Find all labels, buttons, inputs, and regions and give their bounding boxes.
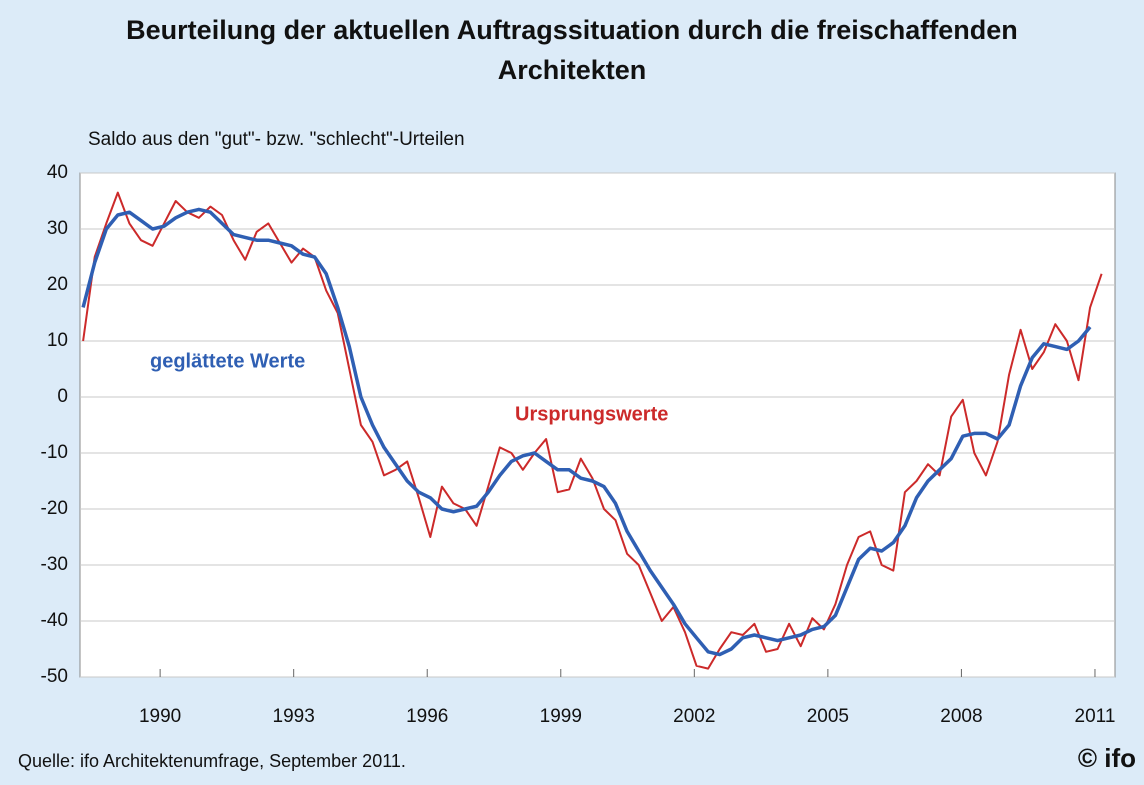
logo: © ifo (1078, 743, 1136, 773)
y-tick-label: 20 (47, 274, 68, 295)
x-tick-label: 2011 (1075, 706, 1116, 727)
y-tick-label: -50 (41, 666, 68, 687)
y-tick-label: 0 (57, 386, 68, 407)
y-tick-label: 10 (47, 330, 68, 351)
y-tick-label: 40 (47, 162, 68, 183)
chart-title: Beurteilung der aktuellen Auftragssituat… (126, 15, 1018, 45)
x-tick-label: 1999 (540, 706, 582, 727)
y-tick-label: 30 (47, 218, 68, 239)
y-tick-label: -30 (41, 554, 68, 575)
x-tick-label: 2008 (940, 706, 982, 727)
y-tick-label: -20 (41, 498, 68, 519)
x-tick-label: 1996 (406, 706, 448, 727)
x-tick-label: 2005 (807, 706, 849, 727)
series-line (82, 191, 1103, 670)
x-tick-label: 2002 (673, 706, 715, 727)
x-tick-label: 1993 (273, 706, 315, 727)
annotation: Ursprungswerte (515, 403, 668, 425)
series-line (81, 207, 1092, 657)
annotation: geglättete Werte (150, 350, 305, 372)
y-tick-label: -10 (41, 442, 68, 463)
chart-title: Architekten (498, 55, 647, 85)
subtitle: Saldo aus den "gut"- bzw. "schlecht"-Urt… (88, 129, 465, 150)
y-tick-label: -40 (41, 610, 68, 631)
plot-area (79, 172, 1116, 678)
x-tick-label: 1990 (139, 706, 181, 727)
source: Quelle: ifo Architektenumfrage, Septembe… (18, 751, 406, 771)
